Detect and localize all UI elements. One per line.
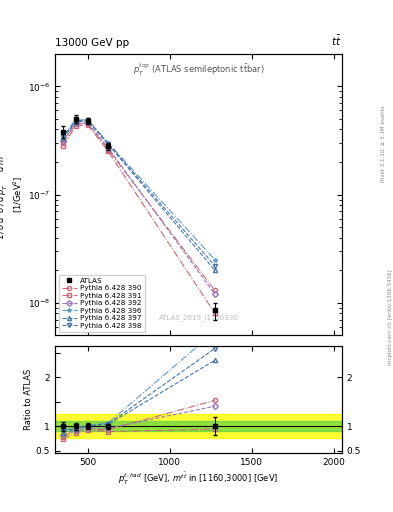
Text: 13000 GeV pp: 13000 GeV pp [55,38,129,48]
Y-axis label: $1\,/\,\sigma\,d^2\sigma\,/\,d\,p_T^{t,had}\,d\,m^{t\bar{t}}$
$[1/\mathrm{GeV}^2: $1\,/\,\sigma\,d^2\sigma\,/\,d\,p_T^{t,h… [0,149,25,240]
Text: $p_T^{top}$ (ATLAS semileptonic t$\bar{\rm t}$bar): $p_T^{top}$ (ATLAS semileptonic t$\bar{\… [132,62,264,78]
Bar [55,421,342,431]
Y-axis label: Ratio to ATLAS: Ratio to ATLAS [24,369,33,430]
Text: ATLAS_2019_I1750330: ATLAS_2019_I1750330 [158,314,239,322]
Text: $t\bar{t}$: $t\bar{t}$ [331,34,342,48]
Legend: ATLAS, Pythia 6.428 390, Pythia 6.428 391, Pythia 6.428 392, Pythia 6.428 396, P: ATLAS, Pythia 6.428 390, Pythia 6.428 39… [59,275,145,332]
Bar [55,414,342,438]
Text: mcplots.cern.ch [arXiv:1306.3436]: mcplots.cern.ch [arXiv:1306.3436] [388,270,393,365]
X-axis label: $p_T^{t,had}$ [GeV], $m^{t\bar{t}}$ in [1160,3000] [GeV]: $p_T^{t,had}$ [GeV], $m^{t\bar{t}}$ in [… [118,471,279,487]
Text: Rivet 3.1.10, ≥ 3.1M events: Rivet 3.1.10, ≥ 3.1M events [381,105,386,182]
